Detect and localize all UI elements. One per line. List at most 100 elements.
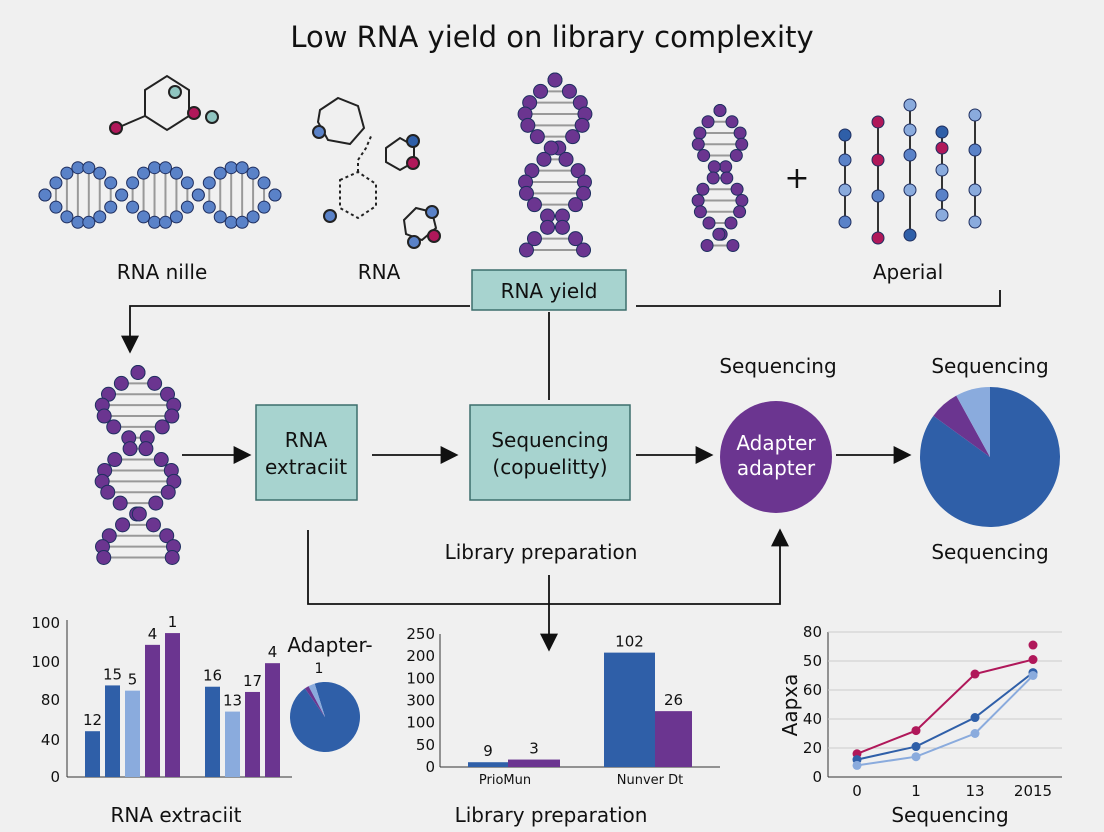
y-tick-label: 200	[406, 647, 435, 665]
bar-value-label: 9	[483, 742, 493, 760]
bar	[85, 731, 100, 777]
nucleotide-bead	[838, 215, 852, 229]
nucleotide-bead	[540, 219, 556, 235]
pie-slice	[956, 387, 990, 457]
svg-text:RNA yield: RNA yield	[501, 279, 598, 303]
nucleotide-bead	[968, 108, 982, 122]
nucleotide-bead	[137, 210, 151, 224]
nucleotide-bead	[158, 215, 172, 229]
nucleotide-strands-icon	[838, 98, 982, 245]
nucleotide-bead	[82, 161, 96, 175]
nucleotide-bead	[730, 182, 744, 196]
nucleotide-bead	[159, 528, 175, 544]
nucleotide-bead	[871, 189, 885, 203]
nucleotide-bead	[533, 83, 549, 99]
nucleotide-bead	[570, 163, 586, 179]
ring-molecule-icon	[116, 74, 190, 132]
y-tick-label: 300	[406, 692, 435, 710]
nucleotide-bead	[93, 166, 107, 180]
nucleotide-bead	[213, 166, 227, 180]
svg-text:RNA: RNA	[285, 428, 328, 452]
nucleotide-bead	[224, 215, 238, 229]
y-tick-label: 0	[812, 768, 822, 786]
sequencing-pie-top-label: Sequencing	[931, 354, 1048, 378]
nucleotide-bead	[524, 163, 540, 179]
data-point	[970, 669, 980, 679]
nucleotide-bead	[729, 149, 743, 162]
pie-slice	[289, 682, 360, 753]
nucleotide-bead	[701, 115, 715, 129]
bar-value-label: 13	[223, 692, 242, 710]
nucleotide-bead	[935, 125, 949, 139]
bar-value-label: 3	[529, 740, 539, 758]
svg-text:Sequencing: Sequencing	[491, 428, 608, 452]
nucleotide-bead	[700, 239, 714, 252]
flow-connectors	[121, 290, 1001, 652]
nucleotide-bead	[180, 176, 194, 190]
nucleotide-bead	[107, 452, 123, 468]
nucleotide-bead	[543, 140, 559, 156]
y-tick-label: 50	[416, 736, 435, 754]
pie-slice	[304, 686, 325, 717]
nucleotide-bead	[526, 231, 542, 247]
nucleotide-bead	[568, 197, 584, 213]
horizontal-dna-helix-icon	[38, 161, 282, 229]
nucleotide-bead	[137, 166, 151, 180]
nucleotide-bead	[202, 200, 216, 214]
nucleotide-bead	[169, 166, 183, 180]
nucleotide-bead	[148, 161, 162, 175]
nucleotide-bead	[202, 176, 216, 190]
bar	[468, 762, 508, 767]
nucleotide-bead	[213, 210, 227, 224]
nucleotide-bead	[246, 210, 260, 224]
y-tick-label: 100	[31, 653, 60, 671]
pie-slice	[933, 395, 990, 457]
svg-text:(copuelitty): (copuelitty)	[492, 455, 607, 479]
nucleotide-bead	[100, 484, 116, 500]
nucleotide-bead	[158, 161, 172, 175]
bar	[655, 711, 692, 767]
chart1-xlabel: RNA extraciit	[111, 803, 242, 827]
nucleotide-bead	[554, 219, 570, 235]
nucleotide-bead	[871, 115, 885, 129]
nucleotide-bead	[935, 208, 949, 222]
y-tick-label: 100	[406, 714, 435, 732]
x-tick-label: 1	[911, 782, 921, 800]
nucleotide-bead	[257, 176, 271, 190]
y-tick-label: 0	[50, 768, 60, 786]
y-tick-label: 250	[406, 625, 435, 643]
chart2-xlabel: Library preparation	[455, 803, 648, 827]
x-tick-label: 13	[965, 782, 984, 800]
data-point	[911, 742, 921, 752]
nucleotide-bead	[160, 484, 176, 500]
nucleotide-bead	[180, 200, 194, 214]
nucleotide-bead	[122, 441, 138, 457]
nucleotide-bead	[733, 205, 747, 219]
bar	[205, 686, 220, 777]
sequencing-line-chart: 0 20 40 60 50 80 0 1 13 2015	[803, 623, 1062, 800]
bar-value-label: 17	[243, 672, 262, 690]
nucleotide-bead	[903, 148, 917, 162]
nucleotide-bead	[126, 200, 140, 214]
nucleotide-bead	[691, 137, 705, 151]
nucleotide-bead	[697, 149, 711, 162]
dna-illustrations	[38, 72, 749, 565]
nucleotide-bead	[547, 72, 563, 88]
data-point	[852, 760, 862, 770]
bar	[265, 663, 280, 777]
nucleotide-bead	[138, 441, 154, 457]
y-tick-label: 80	[41, 691, 60, 709]
bar-value-label: 15	[103, 665, 122, 683]
nucleotide-bead	[871, 231, 885, 245]
nucleotide-bead	[148, 495, 164, 511]
bar-value-label: 12	[83, 711, 102, 729]
svg-text:extraciit: extraciit	[265, 455, 347, 479]
y-tick-label: 100	[31, 614, 60, 632]
nucleotide-bead	[871, 153, 885, 167]
nucleotide-bead	[903, 183, 917, 197]
nucleotide-bead	[696, 182, 710, 196]
nucleotide-bead	[526, 197, 542, 213]
nucleotide-bead	[235, 215, 249, 229]
nucleotide-bead	[38, 188, 52, 202]
rna-label: RNA	[358, 260, 401, 284]
